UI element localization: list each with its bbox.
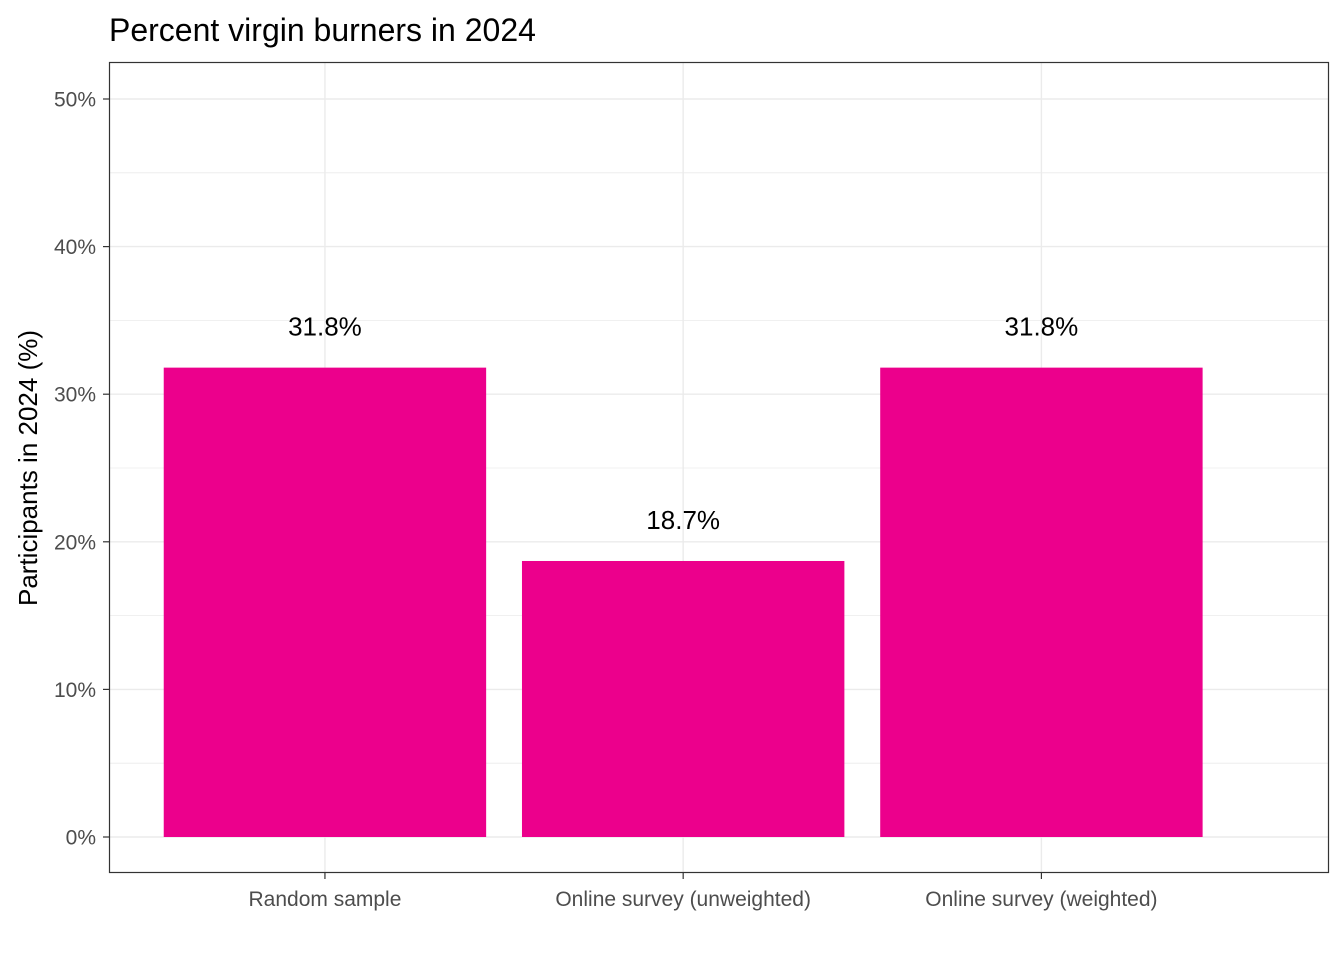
y-tick-label: 0% [66,827,96,850]
x-tick-label: Random sample [248,888,401,911]
bars [163,367,1203,837]
y-axis: 0% 10% 20% 30% 40% 50% [54,89,110,850]
data-label: 31.8% [1005,312,1079,342]
bar [163,367,487,837]
chart-title: Percent virgin burners in 2024 [109,12,536,48]
bar [880,367,1203,837]
y-tick-label: 40% [54,236,96,259]
x-axis: Random sample Online survey (unweighted) O… [248,872,1158,911]
y-tick-label: 10% [54,679,96,702]
data-labels: 31.8% 18.7% 31.8% [288,312,1078,535]
y-tick-label: 50% [54,89,96,112]
panel-border [108,61,1330,874]
bar [521,560,845,837]
y-tick-label: 30% [54,384,96,407]
y-axis-title: Participants in 2024 (%) [13,330,43,606]
data-label: 18.7% [646,505,720,535]
data-label: 31.8% [288,312,362,342]
x-tick-label: Online survey (unweighted) [555,888,811,911]
y-tick-label: 20% [54,531,96,554]
x-tick-label: Online survey (weighted) [925,888,1157,911]
